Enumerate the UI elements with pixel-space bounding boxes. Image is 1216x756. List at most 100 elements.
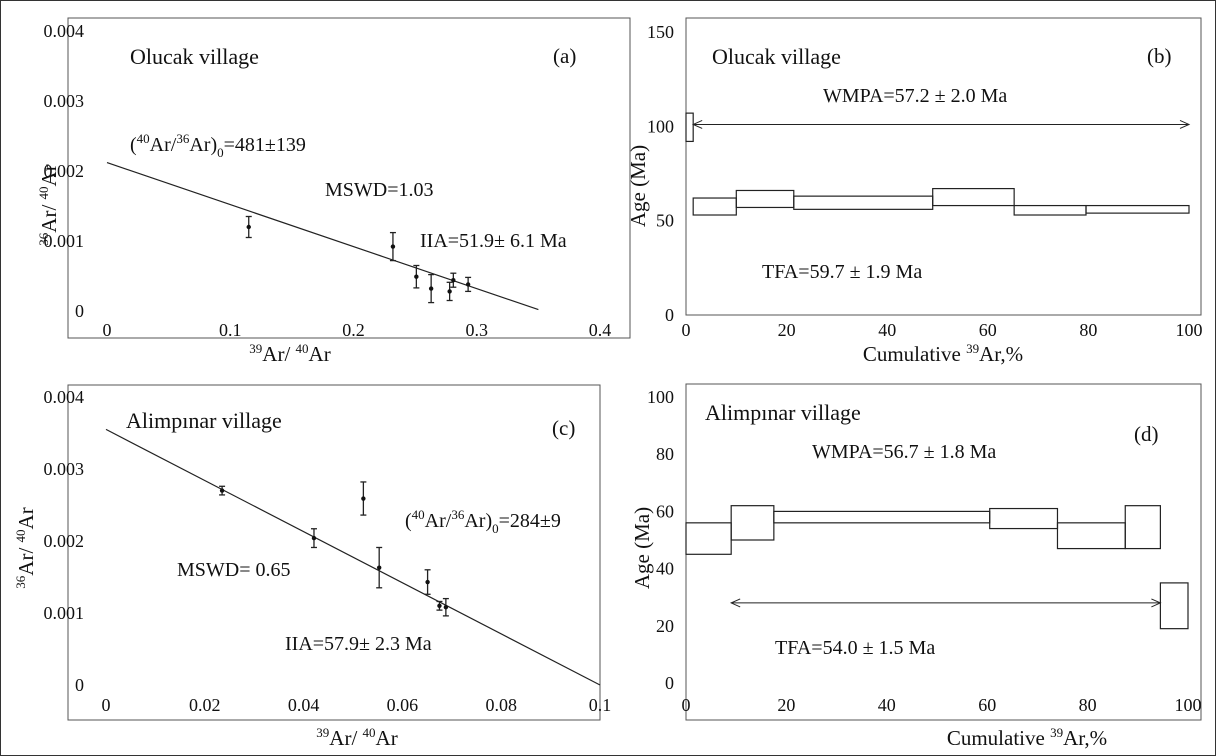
panel-c-initial-ratio: (40Ar/36Ar)0=284±9 xyxy=(405,507,561,536)
panel-a-ylabel: 36Ar/ 40Ar xyxy=(36,164,61,245)
y-tick-label: 0.004 xyxy=(44,21,85,41)
data-point xyxy=(246,224,251,230)
y-tick-label: 0 xyxy=(665,673,674,693)
x-tick-label: 80 xyxy=(1079,695,1097,715)
y-tick-label: 0.003 xyxy=(44,459,85,479)
y-tick-label: 0 xyxy=(75,675,84,695)
panel-b-frame xyxy=(685,17,1202,316)
panel-a-isochron: Olucak village (a) (40Ar/36Ar)0=481±139 … xyxy=(36,17,631,366)
data-point xyxy=(425,579,430,585)
data-point xyxy=(428,286,434,291)
data-point xyxy=(451,278,456,283)
panel-c-iia: IIA=57.9± 2.3 Ma xyxy=(285,633,432,655)
panel-c-label: (c) xyxy=(552,416,575,440)
y-tick-label: 100 xyxy=(647,387,674,407)
y-tick-label: 0.003 xyxy=(44,91,85,111)
regression-line xyxy=(105,428,601,686)
y-tick-label: 40 xyxy=(656,559,674,579)
panel-c-isochron: Alimpınar village (c) (40Ar/36Ar)0=284±9… xyxy=(13,384,612,750)
panel-a-mswd: MSWD=1.03 xyxy=(325,179,434,201)
panel-b-wmpa: WMPA=57.2 ± 2.0 Ma xyxy=(823,85,1007,107)
x-tick-label: 0.4 xyxy=(589,320,612,340)
x-tick-label: 40 xyxy=(878,320,896,340)
y-tick-label: 0.001 xyxy=(44,231,85,251)
x-tick-label: 0.2 xyxy=(342,320,365,340)
panel-c-ylabel: 36Ar/ 40Ar xyxy=(13,507,38,588)
age-step xyxy=(1124,505,1161,550)
panel-d-tfa: TFA=54.0 ± 1.5 Ma xyxy=(775,637,935,659)
panel-c-frame xyxy=(67,384,601,721)
x-tick-label: 80 xyxy=(1079,320,1097,340)
data-point xyxy=(443,605,449,610)
x-tick-label: 0.1 xyxy=(219,320,242,340)
data-point xyxy=(219,488,225,493)
x-tick-label: 100 xyxy=(1175,695,1202,715)
panel-d-ylabel: Age (Ma) xyxy=(630,507,654,589)
x-tick-label: 20 xyxy=(777,695,795,715)
age-step xyxy=(932,187,1015,207)
age-step xyxy=(1159,582,1189,630)
y-tick-label: 50 xyxy=(656,211,674,231)
y-tick-label: 0.001 xyxy=(44,603,85,623)
x-tick-label: 0.3 xyxy=(466,320,489,340)
plateau-arrowhead-right xyxy=(1179,119,1191,129)
age-step xyxy=(685,112,694,143)
y-tick-label: 0.002 xyxy=(44,161,85,181)
x-tick-label: 0.04 xyxy=(288,695,320,715)
data-point xyxy=(414,274,419,279)
y-tick-label: 0 xyxy=(75,301,84,321)
panel-b-age-spectrum: Olucak village (b) WMPA=57.2 ± 2.0 Ma TF… xyxy=(626,17,1203,366)
panel-a-xlabel: 39Ar/ 40Ar xyxy=(249,341,330,366)
panel-c-title: Alimpınar village xyxy=(126,408,282,433)
panel-c-xlabel: 39Ar/ 40Ar xyxy=(316,725,397,750)
x-tick-label: 60 xyxy=(979,320,997,340)
panel-d-title: Alimpınar village xyxy=(705,400,861,425)
x-tick-label: 60 xyxy=(978,695,996,715)
panel-b-title: Olucak village xyxy=(712,44,841,69)
y-tick-label: 150 xyxy=(647,22,674,42)
x-tick-label: 0 xyxy=(682,320,691,340)
age-step xyxy=(1085,204,1190,214)
y-tick-label: 80 xyxy=(656,444,674,464)
panel-b-xlabel: Cumulative 39Ar,% xyxy=(863,341,1023,366)
panel-a-label: (a) xyxy=(553,44,576,68)
data-point xyxy=(376,565,382,570)
panel-c-mswd: MSWD= 0.65 xyxy=(177,559,291,581)
panel-a-frame xyxy=(67,17,631,339)
x-tick-label: 0 xyxy=(103,320,112,340)
panel-b-label: (b) xyxy=(1147,44,1172,68)
x-tick-label: 0 xyxy=(682,695,691,715)
data-point xyxy=(447,289,452,294)
plateau-arrowhead-right xyxy=(1151,598,1162,608)
panel-a-title: Olucak village xyxy=(130,44,259,69)
data-point xyxy=(437,603,442,608)
age-step xyxy=(989,507,1059,530)
data-point xyxy=(390,244,396,249)
plateau-arrowhead-left xyxy=(729,598,741,608)
panel-d-label: (d) xyxy=(1134,422,1159,446)
x-tick-label: 0.08 xyxy=(485,695,517,715)
x-tick-label: 40 xyxy=(878,695,896,715)
data-point xyxy=(361,496,366,501)
x-tick-label: 0 xyxy=(102,695,111,715)
panel-d-wmpa: WMPA=56.7 ± 1.8 Ma xyxy=(812,441,996,463)
panel-a-iia: IIA=51.9± 6.1 Ma xyxy=(420,230,567,252)
panel-d-age-spectrum: Alimpınar village (d) WMPA=56.7 ± 1.8 Ma… xyxy=(630,383,1202,750)
y-tick-label: 0.004 xyxy=(44,387,85,407)
x-tick-label: 0.06 xyxy=(387,695,419,715)
data-point xyxy=(311,535,317,541)
panel-d-xlabel: Cumulative 39Ar,% xyxy=(947,725,1107,750)
panel-b-ylabel: Age (Ma) xyxy=(626,145,650,227)
x-tick-label: 0.02 xyxy=(189,695,221,715)
y-tick-label: 20 xyxy=(656,616,674,636)
x-tick-label: 0.1 xyxy=(589,695,612,715)
x-tick-label: 20 xyxy=(778,320,796,340)
plateau-arrowhead-left xyxy=(691,119,703,129)
panel-b-tfa: TFA=59.7 ± 1.9 Ma xyxy=(762,261,922,283)
data-point xyxy=(465,282,471,287)
y-tick-label: 0.002 xyxy=(44,531,85,551)
panel-a-initial-ratio: (40Ar/36Ar)0=481±139 xyxy=(130,131,306,160)
y-tick-label: 100 xyxy=(647,116,674,136)
y-tick-label: 0 xyxy=(665,305,674,325)
